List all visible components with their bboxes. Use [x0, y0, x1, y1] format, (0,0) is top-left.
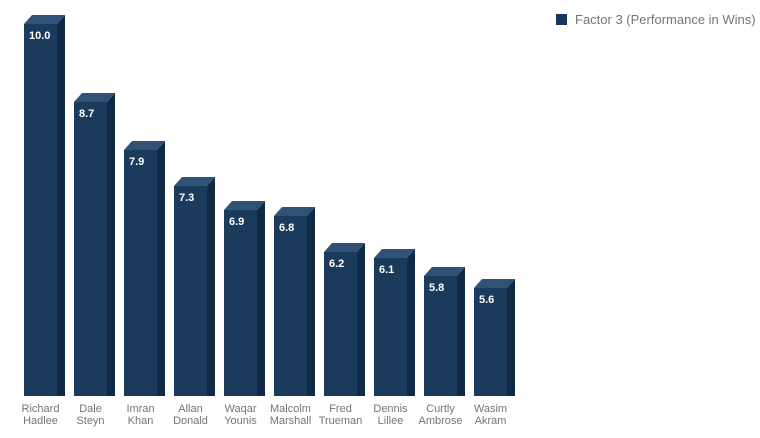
bar-side-face — [157, 141, 165, 396]
category-label: Younis — [224, 415, 257, 427]
category-label: Malcolm — [270, 403, 311, 415]
legend-swatch-icon — [556, 14, 567, 25]
bar-value-label: 7.9 — [129, 156, 144, 168]
category-label: Richard — [22, 403, 60, 415]
bar-top-face — [324, 243, 365, 252]
category-label: Imran — [126, 403, 154, 415]
category-label: Marshall — [270, 415, 312, 427]
bar-side-face — [457, 267, 465, 396]
bar-top-face — [274, 207, 315, 216]
legend-item[interactable]: Factor 3 (Performance in Wins) — [556, 12, 756, 27]
bar-side-face — [357, 243, 365, 396]
bar-top-face — [24, 15, 65, 24]
bar-top-face — [374, 249, 415, 258]
category-label: Khan — [128, 415, 154, 427]
category-label: Fred — [329, 403, 352, 415]
bar-side-face — [257, 201, 265, 396]
bar-value-label: 7.3 — [179, 192, 194, 204]
bar-value-label: 6.1 — [379, 264, 394, 276]
bar-top-face — [224, 201, 265, 210]
bar-front-face — [474, 288, 507, 396]
category-label: Steyn — [76, 415, 104, 427]
bar-top-face — [124, 141, 165, 150]
bar-front-face — [174, 186, 207, 396]
bar-front-face — [24, 24, 57, 396]
bar-value-label: 8.7 — [79, 108, 94, 120]
bar-side-face — [307, 207, 315, 396]
bar-value-label: 5.6 — [479, 294, 494, 306]
bar-top-face — [424, 267, 465, 276]
category-label: Curtly — [426, 403, 455, 415]
bar-value-label: 6.8 — [279, 222, 294, 234]
bar-value-label: 6.9 — [229, 216, 244, 228]
category-label: Waqar — [225, 403, 257, 415]
bar-value-label: 10.0 — [29, 30, 50, 42]
category-label: Trueman — [319, 415, 363, 427]
bar-front-face — [274, 216, 307, 396]
bar-value-label: 6.2 — [329, 258, 344, 270]
legend-label: Factor 3 (Performance in Wins) — [575, 12, 756, 27]
category-label: Dale — [79, 403, 102, 415]
bar-front-face — [224, 210, 257, 396]
bar-front-face — [324, 252, 357, 396]
category-label: Donald — [173, 415, 208, 427]
bar-front-face — [374, 258, 407, 396]
bar-top-face — [74, 93, 115, 102]
bar-front-face — [74, 102, 107, 396]
category-label: Allan — [178, 403, 202, 415]
bar-value-label: 5.8 — [429, 282, 444, 294]
category-label: Dennis — [373, 403, 408, 415]
bar-side-face — [57, 15, 65, 396]
category-label: Ambrose — [418, 415, 462, 427]
bar-front-face — [424, 276, 457, 396]
bar-side-face — [207, 177, 215, 396]
bar-front-face — [124, 150, 157, 396]
category-label: Hadlee — [23, 415, 58, 427]
category-label: Lillee — [378, 415, 404, 427]
category-label: Wasim — [474, 403, 507, 415]
bar-side-face — [107, 93, 115, 396]
bar-top-face — [174, 177, 215, 186]
bar-side-face — [507, 279, 515, 396]
category-label: Akram — [475, 415, 507, 427]
bar-side-face — [407, 249, 415, 396]
bar-top-face — [474, 279, 515, 288]
